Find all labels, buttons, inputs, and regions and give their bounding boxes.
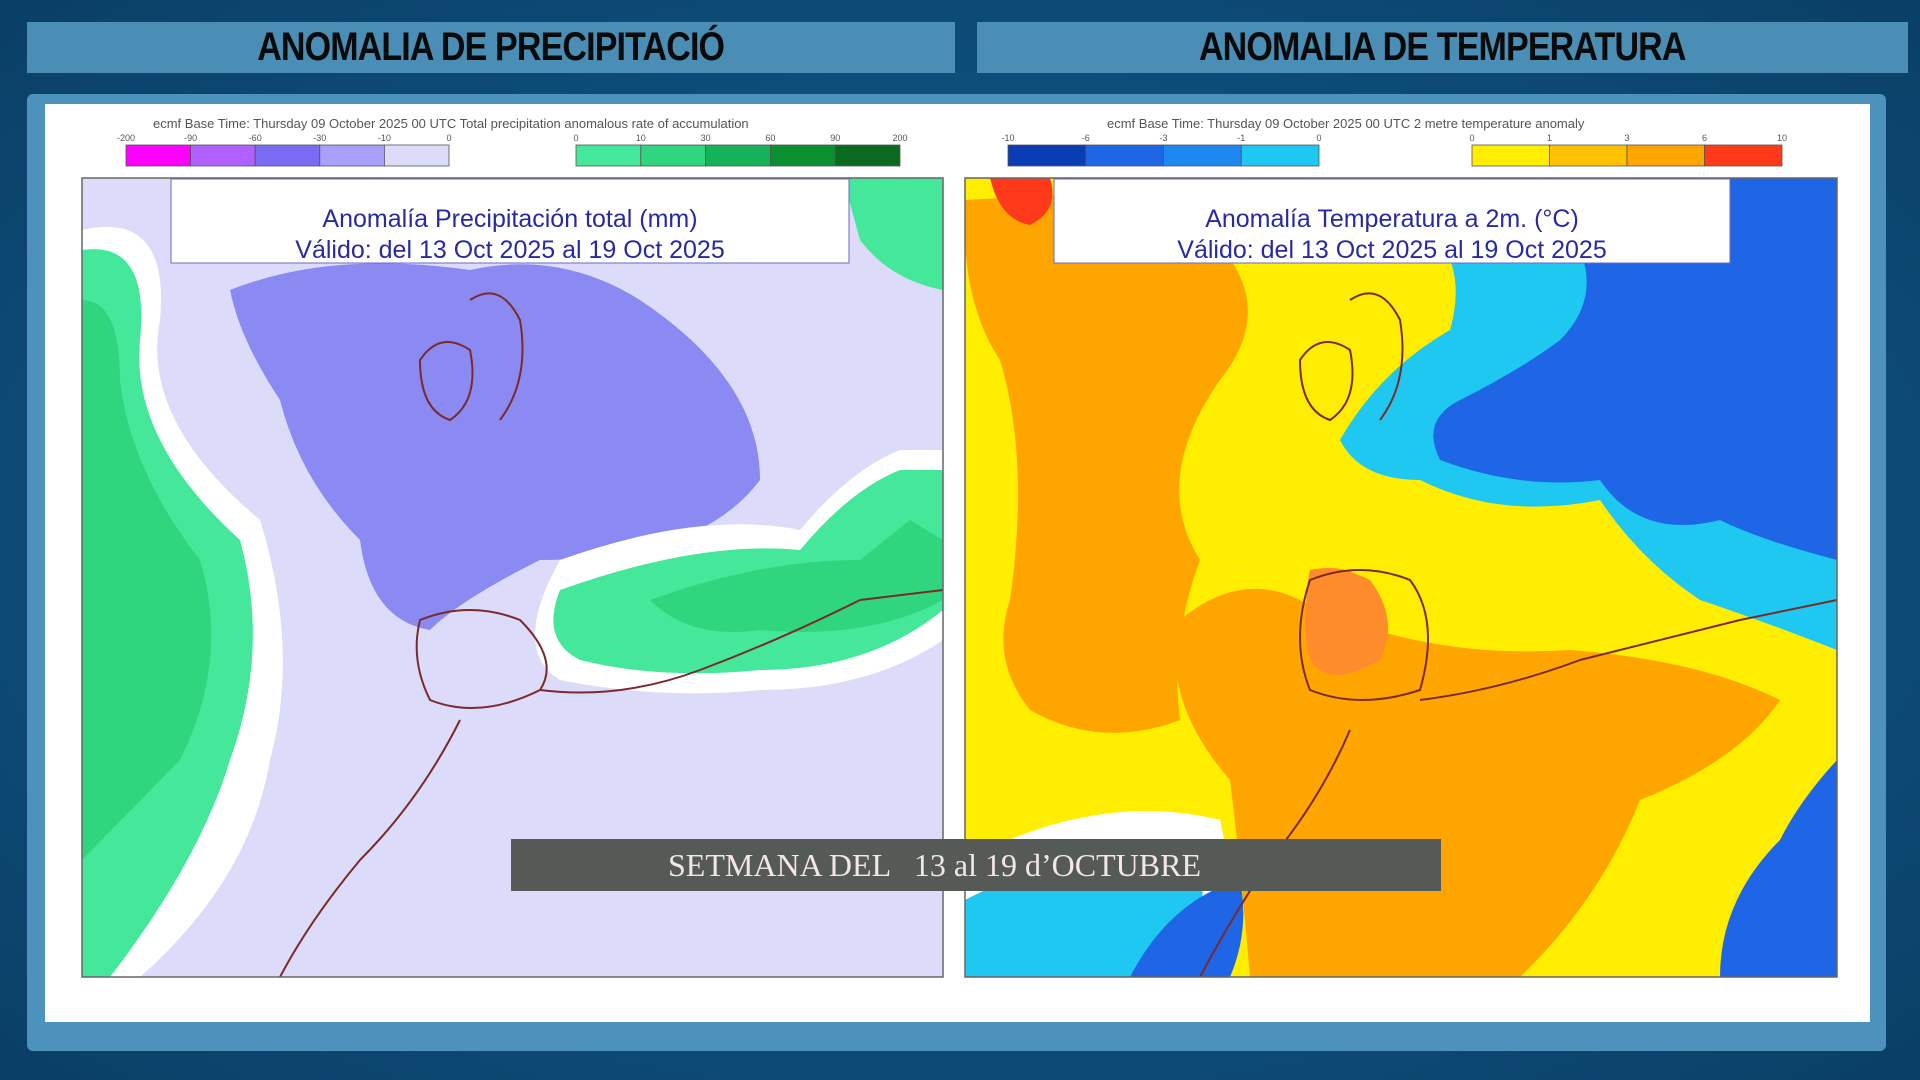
colorbar-label: -10 [378,133,391,143]
colorbar-segment [1626,144,1705,167]
week-banner: SETMANA DEL 13 al 19 d’OCTUBRE [511,839,1441,891]
map-title: Anomalía Precipitación total (mm) [322,205,697,233]
map-border [81,177,944,978]
colorbar-label: 10 [1777,133,1787,143]
colorbar-segment [383,144,450,167]
colorbar-segment [575,144,642,167]
colorbar-label: 60 [765,133,775,143]
colorbar-label: -1 [1237,133,1245,143]
colorbar-label: 0 [1469,133,1474,143]
map-border [964,177,1838,978]
colorbar-label: 0 [446,133,451,143]
source-line: ecmf Base Time: Thursday 09 October 2025… [153,116,749,131]
map-subtitle: Válido: del 13 Oct 2025 al 19 Oct 2025 [295,236,724,264]
colorbar-segment [1471,144,1550,167]
header-text: ANOMALIA DE PRECIPITACIÓ [257,25,726,69]
colorbar-segment [1007,144,1087,167]
colorbar-segment [1549,144,1628,167]
colorbar-label: -6 [1082,133,1090,143]
map-subtitle: Válido: del 13 Oct 2025 al 19 Oct 2025 [1177,236,1606,264]
colorbar-label: -90 [184,133,197,143]
colorbar-label: -60 [249,133,262,143]
colorbar-segment [1163,144,1242,167]
colorbar-segment [190,144,256,167]
header-left: ANOMALIA DE PRECIPITACIÓ [27,22,955,73]
colorbar-label: 90 [830,133,840,143]
precip-map [82,178,943,977]
colorbar-segment [254,144,321,167]
colorbar-label: 200 [892,133,907,143]
colorbar-segment [1085,144,1164,167]
map-title: Anomalía Temperatura a 2m. (°C) [1205,205,1579,233]
colorbar-segment [770,144,836,167]
header-right: ANOMALIA DE TEMPERATURA [977,22,1908,73]
colorbar-label: 6 [1702,133,1707,143]
colorbar-label: -3 [1159,133,1167,143]
colorbar-label: 30 [701,133,711,143]
title-box [170,178,850,264]
source-line: ecmf Base Time: Thursday 09 October 2025… [1107,116,1585,131]
colorbar-segment [319,144,385,167]
header-text: ANOMALIA DE TEMPERATURA [1199,25,1687,69]
title-box [1053,178,1731,264]
colorbar-segment [640,144,706,167]
colorbar-label: -10 [1001,133,1014,143]
colorbar-segment [1240,144,1320,167]
colorbar-label: 3 [1624,133,1629,143]
colorbar-label: -200 [117,133,135,143]
colorbar-label: 1 [1547,133,1552,143]
colorbar-label: 0 [1316,133,1321,143]
colorbar-segment [1704,144,1783,167]
colorbar-segment [834,144,901,167]
colorbar-label: -30 [313,133,326,143]
colorbar-segment [705,144,771,167]
colorbar-label: 0 [573,133,578,143]
colorbar-segment [125,144,191,167]
colorbar-label: 10 [636,133,646,143]
